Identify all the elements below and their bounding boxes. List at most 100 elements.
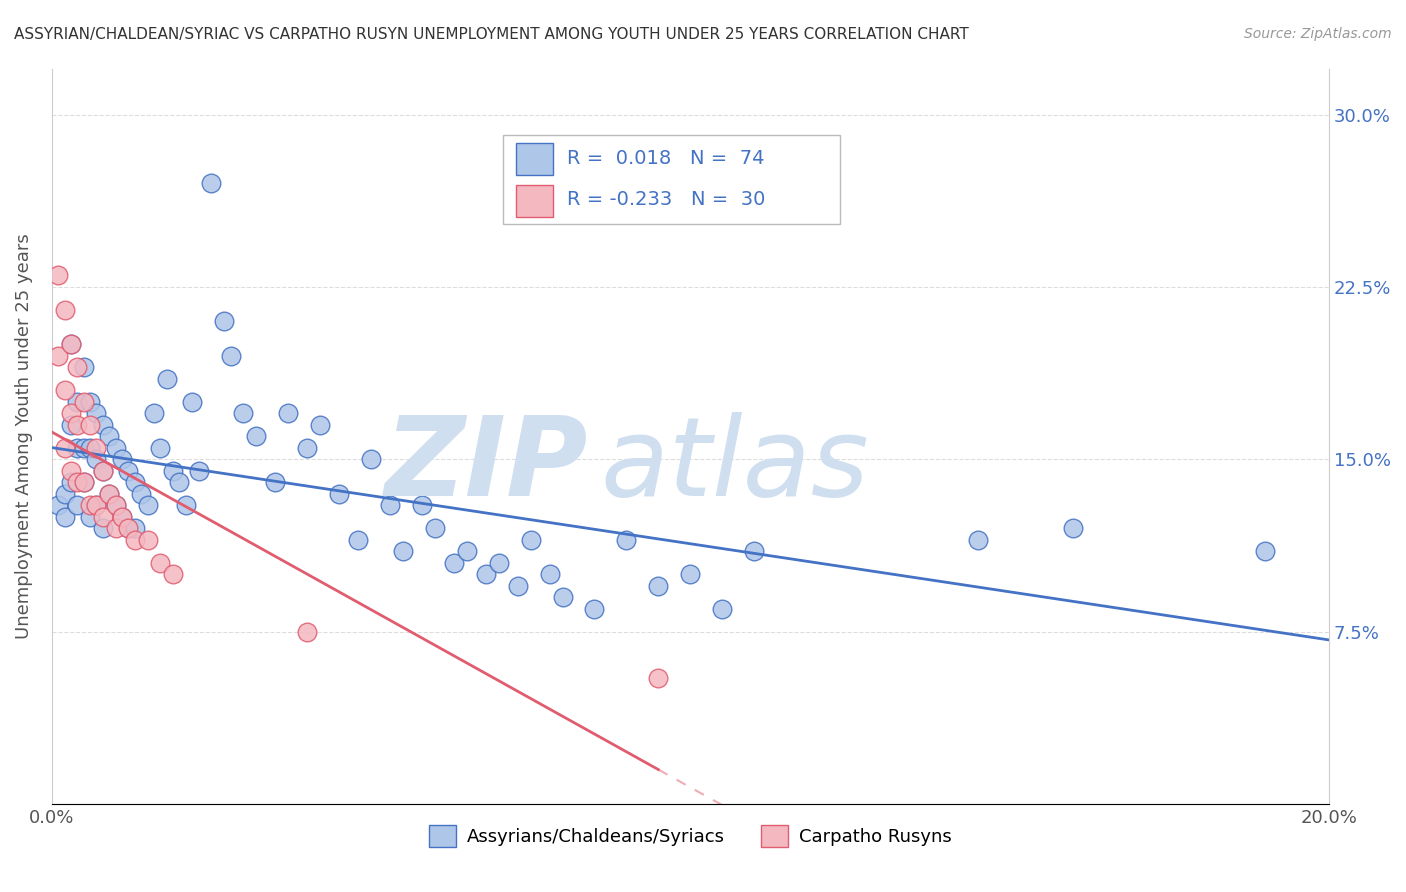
Text: ZIP: ZIP	[385, 412, 588, 519]
Point	[79, 509, 101, 524]
Point	[156, 372, 179, 386]
Text: ASSYRIAN/CHALDEAN/SYRIAC VS CARPATHO RUSYN UNEMPLOYMENT AMONG YOUTH UNDER 25 YEA: ASSYRIAN/CHALDEAN/SYRIAC VS CARPATHO RUS…	[14, 27, 969, 42]
Point	[53, 384, 76, 398]
Point	[59, 337, 82, 351]
Point	[136, 499, 159, 513]
Point	[86, 499, 108, 513]
Point	[53, 302, 76, 317]
Point	[124, 533, 146, 547]
Point	[360, 452, 382, 467]
Point	[124, 521, 146, 535]
Point	[59, 464, 82, 478]
Point	[86, 441, 108, 455]
Legend: Assyrians/Chaldeans/Syriacs, Carpatho Rusyns: Assyrians/Chaldeans/Syriacs, Carpatho Ru…	[422, 818, 959, 855]
Point	[551, 591, 574, 605]
Point	[136, 533, 159, 547]
Point	[79, 417, 101, 432]
Point	[91, 509, 114, 524]
Point	[679, 567, 702, 582]
Point	[162, 464, 184, 478]
Point	[46, 499, 69, 513]
Point	[129, 487, 152, 501]
Point	[966, 533, 988, 547]
Point	[46, 349, 69, 363]
Point	[1254, 544, 1277, 558]
Point	[411, 499, 433, 513]
Point	[347, 533, 370, 547]
Point	[79, 499, 101, 513]
Point	[104, 441, 127, 455]
Point	[423, 521, 446, 535]
Point	[124, 475, 146, 490]
Point	[91, 417, 114, 432]
Point	[46, 268, 69, 283]
Point	[142, 406, 165, 420]
Point	[86, 406, 108, 420]
Point	[647, 579, 669, 593]
Point	[583, 602, 606, 616]
Point	[200, 177, 222, 191]
Point	[86, 499, 108, 513]
Point	[443, 556, 465, 570]
Point	[181, 395, 204, 409]
Point	[232, 406, 254, 420]
Point	[392, 544, 415, 558]
Point	[59, 475, 82, 490]
Text: R = -0.233   N =  30: R = -0.233 N = 30	[567, 190, 765, 210]
Point	[538, 567, 561, 582]
Point	[187, 464, 209, 478]
Point	[66, 395, 89, 409]
Point	[66, 441, 89, 455]
Point	[174, 499, 197, 513]
Point	[711, 602, 734, 616]
Point	[53, 509, 76, 524]
Point	[59, 406, 82, 420]
Point	[117, 521, 139, 535]
Point	[73, 360, 96, 375]
Point	[309, 417, 332, 432]
Point	[91, 521, 114, 535]
Point	[111, 509, 134, 524]
Text: Source: ZipAtlas.com: Source: ZipAtlas.com	[1244, 27, 1392, 41]
Text: atlas: atlas	[600, 412, 869, 519]
Point	[73, 395, 96, 409]
Point	[149, 441, 172, 455]
Point	[506, 579, 529, 593]
Point	[295, 624, 318, 639]
Point	[104, 499, 127, 513]
Point	[149, 556, 172, 570]
Point	[111, 509, 134, 524]
Point	[91, 464, 114, 478]
Point	[59, 337, 82, 351]
Point	[98, 487, 121, 501]
Point	[86, 452, 108, 467]
Point	[73, 441, 96, 455]
Bar	[516, 185, 554, 217]
Point	[91, 464, 114, 478]
Point	[117, 521, 139, 535]
Point	[378, 499, 401, 513]
Point	[647, 671, 669, 685]
Point	[742, 544, 765, 558]
Point	[66, 499, 89, 513]
Point	[488, 556, 510, 570]
Point	[519, 533, 541, 547]
Point	[219, 349, 242, 363]
Point	[456, 544, 478, 558]
Point	[277, 406, 299, 420]
Point	[117, 464, 139, 478]
Point	[111, 452, 134, 467]
Point	[53, 487, 76, 501]
Point	[616, 533, 638, 547]
Point	[1062, 521, 1084, 535]
Point	[162, 567, 184, 582]
Point	[475, 567, 498, 582]
Point	[66, 475, 89, 490]
Point	[104, 499, 127, 513]
Point	[328, 487, 350, 501]
Point	[212, 314, 235, 328]
Text: R =  0.018   N =  74: R = 0.018 N = 74	[567, 149, 765, 168]
FancyBboxPatch shape	[503, 135, 841, 224]
Point	[169, 475, 191, 490]
Point	[59, 417, 82, 432]
